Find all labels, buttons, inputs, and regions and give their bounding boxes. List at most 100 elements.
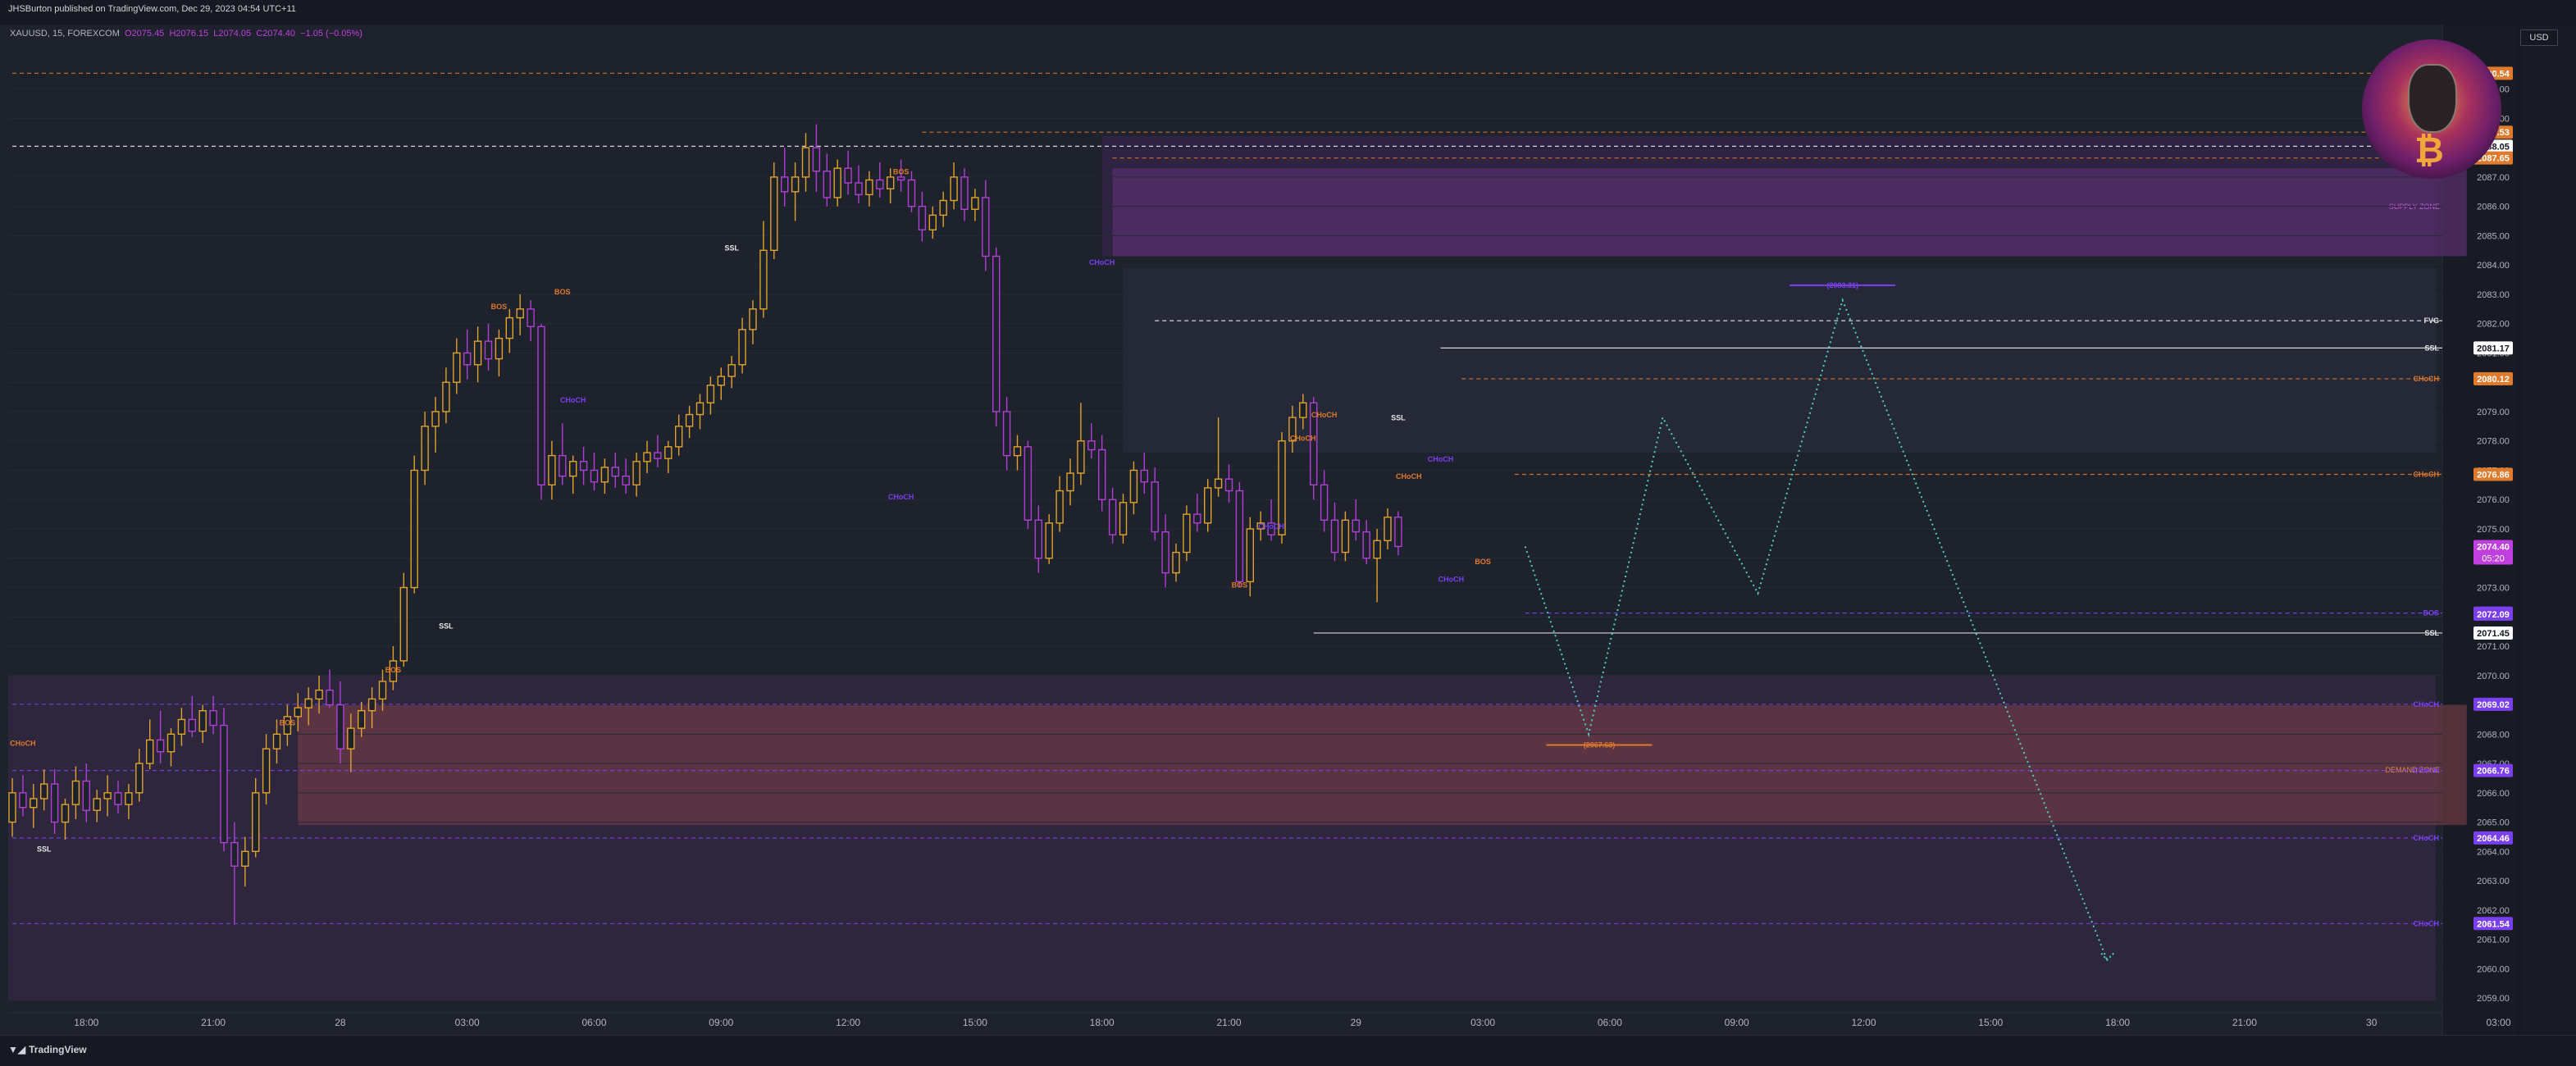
level-label: CHoCH (2414, 700, 2440, 708)
price-tick: 2068.00 (2477, 730, 2510, 740)
candle-body (1108, 499, 1117, 535)
candle-body (209, 709, 217, 727)
time-tick: 12:00 (836, 1017, 860, 1028)
candle-body (156, 739, 165, 753)
candle-body (1066, 472, 1074, 492)
candle-body (347, 727, 355, 749)
structure-label: BOS (280, 719, 296, 727)
candle-body (865, 179, 873, 196)
candle-body (844, 167, 852, 184)
candle-body (1129, 469, 1138, 503)
candle-body (1394, 516, 1402, 548)
price-tag (2473, 467, 2513, 481)
time-tick: 12:00 (1851, 1017, 1876, 1028)
candle-body (1161, 531, 1169, 574)
candle-body (1077, 440, 1085, 474)
candle-body (421, 426, 429, 472)
candle-body (40, 783, 48, 800)
candle-body (896, 176, 905, 181)
symbol-label[interactable]: XAUUSD, 15, FOREXCOM (10, 29, 120, 39)
demand-zone-label: DEMAND ZONE (2385, 766, 2440, 774)
candle-body (315, 689, 323, 700)
candle-body (1352, 519, 1361, 533)
time-tick: 18:00 (1090, 1017, 1115, 1028)
candle-body (992, 255, 1001, 412)
candle-body (1288, 417, 1297, 442)
fvg-grey-region (1123, 267, 2436, 453)
change-value: −1.05 (−0.05%) (300, 29, 362, 39)
price-tag (2473, 763, 2513, 777)
price-tick: 2083.00 (2477, 290, 2510, 300)
candle-body (358, 709, 366, 729)
structure-label: CHoCH (10, 740, 36, 748)
price-tick: 2066.00 (2477, 789, 2510, 799)
level-label: CHoCH (2414, 470, 2440, 478)
time-tick: 15:00 (1978, 1017, 2003, 1028)
candle-body (230, 841, 239, 867)
candle-body (1183, 513, 1191, 554)
candle-body (1320, 484, 1329, 521)
candle-body (453, 352, 461, 383)
candle-body (950, 176, 958, 202)
candle-body (367, 698, 376, 712)
candle-body (399, 586, 408, 662)
price-tick: 2063.00 (2477, 877, 2510, 886)
structure-label: SSL (439, 622, 454, 631)
candle-body (1299, 402, 1307, 418)
candle-body (1045, 522, 1053, 559)
candle-body (982, 197, 990, 257)
candle-body (30, 798, 38, 809)
candle-body (971, 197, 979, 210)
price-tag-text: 2064.46 (2477, 834, 2510, 844)
price-tick: 2075.00 (2477, 525, 2510, 535)
current-price-text: 2074.40 (2477, 542, 2510, 552)
level-label: CHoCH (2414, 375, 2440, 383)
candle-body (611, 467, 619, 477)
candle-body (1330, 519, 1339, 554)
ohlc-legend: XAUUSD, 15, FOREXCOM O2075.45 H2076.15 L… (10, 29, 362, 39)
candle-body (738, 329, 746, 366)
price-tick: 2084.00 (2477, 261, 2510, 271)
candle-body (1309, 402, 1318, 486)
candle-body (1235, 490, 1244, 583)
structure-label: SSL (724, 244, 739, 252)
candle-body (759, 249, 768, 310)
candle-body (654, 452, 662, 459)
candle-body (1087, 440, 1096, 451)
candle-body (801, 147, 810, 178)
level-label: CHoCH (2414, 767, 2440, 775)
price-tick: 2087.00 (2477, 173, 2510, 183)
structure-label: BOS (1475, 558, 1491, 566)
price-tag-text: 2061.54 (2477, 919, 2510, 929)
candle-body (960, 176, 969, 210)
tradingview-logo[interactable]: ▼◢ TradingView (8, 1044, 87, 1055)
price-tick: 2071.00 (2477, 642, 2510, 652)
candle-body (855, 182, 863, 196)
candle-body (294, 707, 302, 718)
candle-body (1034, 519, 1043, 559)
candle-body (82, 780, 91, 811)
candle-body (484, 340, 493, 360)
structure-label: CHoCH (560, 396, 586, 404)
grid-layer (8, 89, 2442, 999)
candle-body (685, 413, 694, 427)
price-tick: 2073.00 (2477, 584, 2510, 594)
author-avatar-logo: ₿ (2362, 39, 2501, 179)
structure-label: BOS (385, 666, 402, 674)
candle-body (706, 385, 715, 403)
price-tag-text: 2071.45 (2477, 629, 2510, 639)
candle-body (177, 718, 186, 736)
structure-label: BOS (491, 303, 508, 311)
candle-body (579, 461, 588, 472)
candle-body (8, 792, 16, 823)
candle-body (1151, 481, 1159, 533)
candle-body (939, 199, 947, 216)
price-tick: 2076.00 (2477, 495, 2510, 505)
candle-body (907, 179, 916, 207)
candle-body (114, 792, 122, 805)
candle-body (1013, 446, 1022, 457)
price-tag-text: 2069.02 (2477, 700, 2510, 710)
currency-button[interactable]: USD (2520, 30, 2558, 46)
candle-body (262, 748, 271, 794)
